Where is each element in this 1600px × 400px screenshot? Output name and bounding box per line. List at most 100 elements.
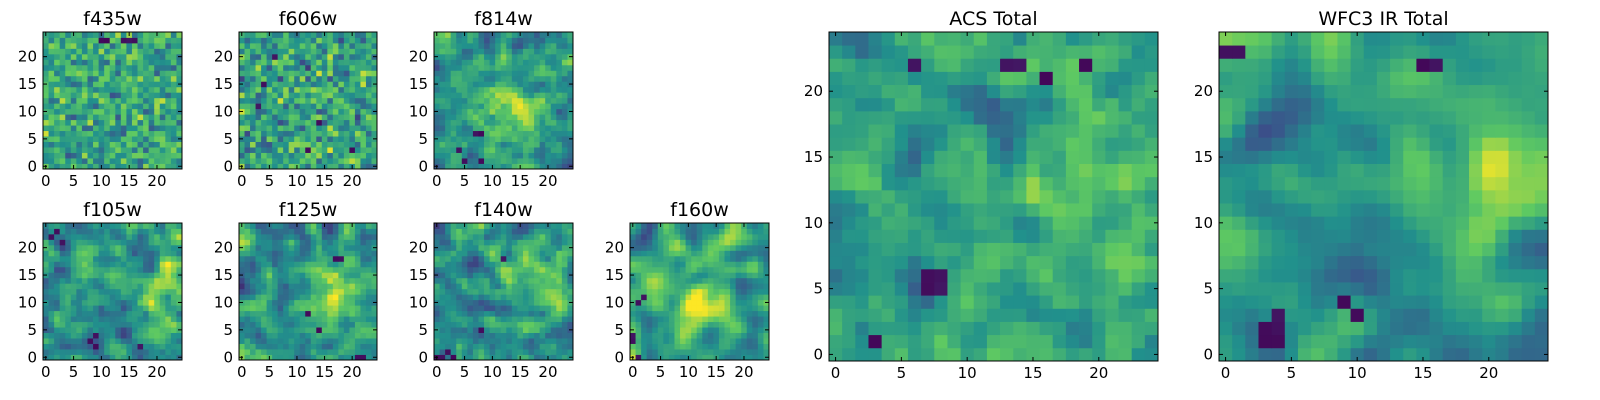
heatmap-cell (556, 338, 563, 344)
heatmap-cell (439, 130, 446, 137)
heatmap-cell (842, 255, 856, 270)
heatmap-cell (255, 294, 262, 301)
heatmap-cell (261, 321, 267, 328)
heatmap-cell (752, 228, 759, 235)
heatmap-cell (299, 310, 306, 317)
heatmap-cell (1105, 321, 1119, 336)
heatmap-cell (299, 70, 306, 77)
heatmap-cell (137, 86, 144, 93)
y-tick-label: 10 (605, 293, 624, 311)
heatmap-cell (59, 239, 66, 246)
heatmap-cell (986, 334, 1001, 349)
heatmap-cell (239, 250, 245, 257)
heatmap-cell (868, 229, 883, 243)
heatmap-cell (484, 294, 490, 301)
heatmap-cell (266, 130, 273, 137)
heatmap-cell (921, 282, 935, 296)
x-tick-label: 10 (483, 363, 502, 381)
heatmap-cell (646, 261, 653, 268)
heatmap-cell (365, 119, 372, 126)
heatmap-cell (261, 233, 267, 240)
heatmap-cell (143, 114, 150, 121)
heatmap-cell (131, 48, 138, 55)
heatmap-cell (752, 299, 759, 306)
heatmap-cell (484, 125, 490, 132)
heatmap-cell (176, 32, 183, 38)
heatmap-cell (338, 321, 345, 328)
heatmap-cell (973, 163, 988, 178)
heatmap-cell (360, 349, 367, 355)
heatmap-cell (277, 42, 284, 49)
heatmap-cell (907, 203, 922, 217)
heatmap-cell (534, 75, 541, 82)
heatmap-cell (539, 119, 546, 126)
heatmap-cell (489, 349, 496, 355)
heatmap-cell (489, 332, 496, 339)
heatmap-cell (266, 343, 273, 350)
heatmap-cell (159, 136, 166, 142)
heatmap-cell (104, 349, 111, 355)
heatmap-cell (360, 136, 367, 142)
heatmap-cell (556, 239, 563, 246)
heatmap-cell (539, 321, 546, 328)
heatmap-cell (668, 266, 675, 273)
heatmap-cell (506, 255, 513, 262)
heatmap-cell (500, 119, 507, 126)
heatmap-cell (556, 86, 563, 93)
heatmap-cell (478, 130, 485, 137)
heatmap-cell (126, 250, 133, 257)
heatmap-cell (239, 261, 245, 268)
heatmap-cell (434, 48, 440, 55)
heatmap-cell (305, 239, 312, 246)
heatmap-cell (646, 310, 653, 317)
heatmap-cell (305, 163, 312, 170)
heatmap-cell (545, 152, 552, 159)
heatmap-cell (746, 305, 753, 312)
heatmap-cell (517, 233, 524, 240)
heatmap-cell (973, 255, 988, 270)
heatmap-cell (131, 42, 138, 49)
heatmap-cell (65, 310, 72, 317)
heatmap-cell (316, 338, 323, 344)
heatmap-cell (261, 114, 267, 121)
heatmap-cell (288, 343, 295, 350)
heatmap-cell (657, 277, 664, 284)
heatmap-cell (299, 255, 306, 262)
heatmap-cell (316, 244, 323, 251)
heatmap-cell (539, 354, 546, 361)
heatmap-cell (288, 152, 295, 159)
heatmap-cell (534, 338, 541, 344)
heatmap-cell (131, 261, 138, 268)
heatmap-cell (59, 141, 66, 148)
heatmap-cell (76, 81, 83, 88)
plot-frame (433, 222, 574, 361)
heatmap-cell (59, 233, 66, 240)
heatmap-cell (277, 32, 284, 38)
heatmap-cell (316, 42, 323, 49)
heatmap-cell (741, 310, 748, 317)
heatmap-cell (545, 92, 552, 99)
heatmap-cell (81, 250, 88, 257)
heatmap-cell (43, 42, 49, 49)
heatmap-cell (657, 338, 664, 344)
heatmap-cell (43, 103, 49, 110)
heatmap-cell (148, 103, 155, 110)
heatmap-cell (165, 250, 172, 257)
heatmap-cell (484, 32, 490, 38)
heatmap-cell (702, 338, 709, 344)
heatmap-cell (707, 223, 714, 229)
heatmap-cell (137, 354, 144, 361)
heatmap-cell (495, 255, 502, 262)
heatmap-cell (517, 299, 524, 306)
heatmap-cell (986, 163, 1001, 178)
heatmap-cell (550, 327, 557, 333)
heatmap-cell (70, 97, 77, 104)
heatmap-cell (327, 228, 334, 235)
heatmap-cell (137, 244, 144, 251)
heatmap-cell (752, 321, 759, 328)
heatmap-cell (327, 299, 334, 306)
heatmap-cell (674, 228, 681, 235)
heatmap-cell (522, 163, 529, 170)
heatmap-cell (137, 59, 144, 66)
